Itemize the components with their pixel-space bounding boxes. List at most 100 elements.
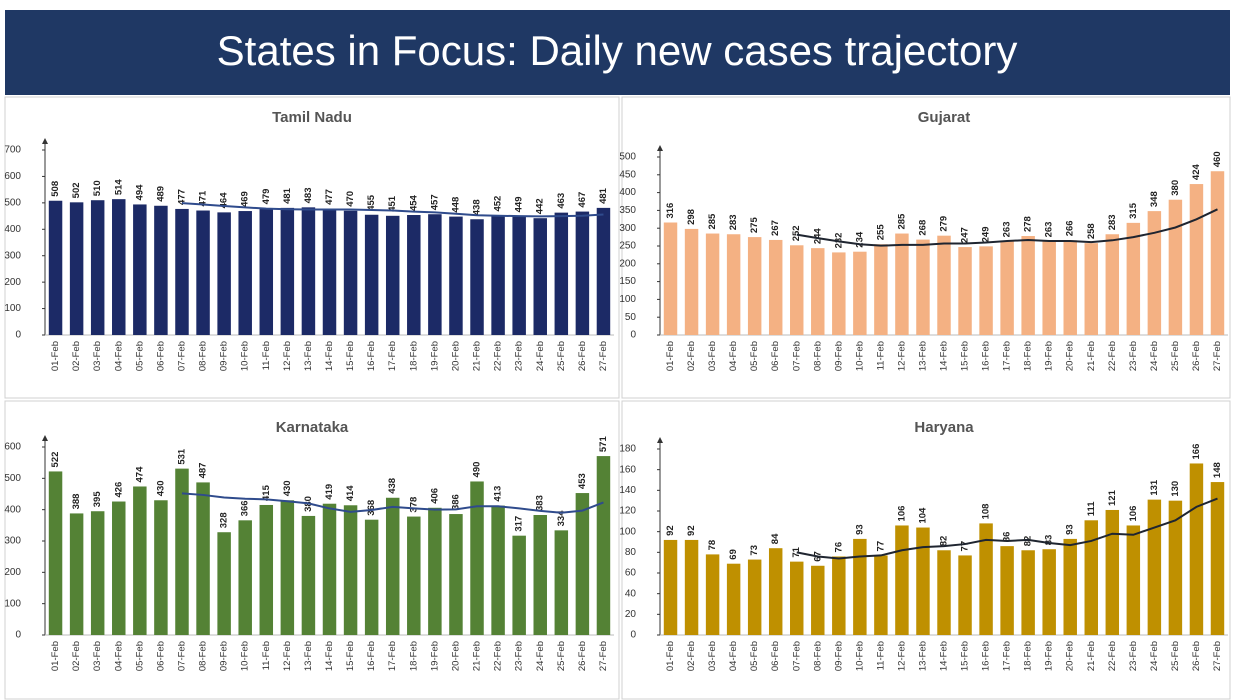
x-tick-label: 12-Feb bbox=[282, 641, 293, 671]
data-label: 471 bbox=[198, 190, 209, 207]
data-label: 424 bbox=[1191, 163, 1202, 180]
y-tick-label: 250 bbox=[619, 241, 636, 252]
chart-title: Haryana bbox=[914, 419, 974, 436]
bar bbox=[1105, 509, 1120, 635]
bar bbox=[853, 251, 867, 335]
x-tick-label: 13-Feb bbox=[917, 341, 928, 371]
panel bbox=[4, 400, 620, 700]
bar bbox=[428, 507, 442, 635]
bar bbox=[575, 211, 590, 335]
data-label: 348 bbox=[1149, 191, 1160, 207]
data-label: 283 bbox=[1107, 214, 1118, 230]
y-tick-label: 150 bbox=[619, 276, 636, 287]
bar bbox=[596, 207, 611, 335]
x-tick-label: 27-Feb bbox=[598, 341, 609, 371]
y-tick-label: 160 bbox=[619, 464, 636, 475]
x-tick-label: 22-Feb bbox=[493, 641, 504, 671]
slide-title: States in Focus: Daily new cases traject… bbox=[217, 27, 1018, 74]
x-tick-label: 18-Feb bbox=[408, 341, 419, 371]
data-label: 457 bbox=[429, 194, 440, 210]
data-label: 106 bbox=[1128, 506, 1139, 522]
data-label: 263 bbox=[1044, 222, 1055, 238]
data-label: 275 bbox=[749, 217, 760, 234]
bar bbox=[1147, 499, 1162, 635]
x-tick-label: 18-Feb bbox=[1023, 341, 1034, 371]
x-tick-label: 26-Feb bbox=[577, 341, 588, 371]
bar bbox=[343, 505, 358, 635]
x-tick-label: 20-Feb bbox=[450, 341, 461, 371]
bar bbox=[1210, 171, 1225, 335]
axis-arrow bbox=[42, 138, 48, 144]
bar bbox=[196, 482, 210, 635]
bar bbox=[1105, 234, 1120, 335]
bar bbox=[575, 493, 590, 635]
data-label: 82 bbox=[939, 536, 950, 547]
bar bbox=[259, 208, 274, 335]
x-tick-label: 09-Feb bbox=[833, 341, 844, 371]
bar bbox=[958, 247, 972, 335]
x-tick-label: 04-Feb bbox=[728, 341, 739, 371]
data-label: 388 bbox=[71, 494, 82, 510]
bar bbox=[90, 511, 105, 635]
x-tick-label: 19-Feb bbox=[1044, 641, 1055, 671]
x-tick-label: 16-Feb bbox=[981, 641, 992, 671]
bar bbox=[832, 556, 846, 635]
bar bbox=[259, 504, 274, 635]
x-tick-label: 11-Feb bbox=[261, 641, 272, 670]
bar bbox=[238, 211, 252, 335]
data-label: 267 bbox=[770, 220, 781, 236]
data-label: 130 bbox=[1170, 481, 1181, 497]
y-tick-label: 100 bbox=[619, 526, 636, 537]
bar bbox=[705, 554, 720, 635]
x-tick-label: 15-Feb bbox=[960, 341, 971, 371]
x-tick-label: 24-Feb bbox=[535, 641, 546, 671]
bar bbox=[895, 233, 909, 335]
x-tick-label: 17-Feb bbox=[1002, 341, 1013, 371]
bar bbox=[322, 503, 337, 635]
x-tick-label: 15-Feb bbox=[345, 641, 356, 671]
bar bbox=[154, 205, 168, 335]
x-tick-label: 12-Feb bbox=[282, 341, 293, 371]
chart-title: Gujarat bbox=[918, 109, 971, 126]
banner bbox=[5, 10, 1230, 95]
bar bbox=[385, 215, 400, 335]
data-label: 247 bbox=[960, 227, 971, 243]
bar bbox=[1126, 525, 1141, 635]
bar bbox=[684, 539, 699, 635]
bar bbox=[428, 214, 442, 335]
data-label: 487 bbox=[198, 463, 209, 479]
bar bbox=[1063, 240, 1077, 335]
x-tick-label: 01-Feb bbox=[50, 341, 61, 371]
x-tick-label: 07-Feb bbox=[791, 341, 802, 371]
y-tick-label: 180 bbox=[619, 444, 636, 455]
x-tick-label: 21-Feb bbox=[1086, 341, 1097, 371]
x-tick-label: 06-Feb bbox=[155, 641, 166, 671]
bar bbox=[596, 456, 611, 635]
x-tick-label: 01-Feb bbox=[50, 641, 61, 671]
x-tick-label: 11-Feb bbox=[261, 341, 272, 370]
bar bbox=[790, 245, 804, 335]
data-label: 298 bbox=[686, 209, 697, 225]
bar bbox=[747, 559, 762, 635]
y-tick-label: 200 bbox=[4, 567, 21, 578]
data-label: 454 bbox=[408, 194, 419, 211]
y-tick-label: 400 bbox=[4, 504, 21, 515]
data-label: 469 bbox=[240, 191, 251, 207]
data-label: 383 bbox=[535, 495, 546, 511]
x-tick-label: 14-Feb bbox=[939, 641, 950, 671]
data-label: 452 bbox=[493, 196, 504, 212]
data-label: 283 bbox=[728, 214, 739, 230]
x-tick-label: 24-Feb bbox=[535, 341, 546, 371]
data-label: 477 bbox=[176, 189, 187, 205]
x-tick-label: 18-Feb bbox=[408, 641, 419, 671]
y-tick-label: 500 bbox=[4, 473, 21, 484]
bar bbox=[470, 481, 484, 635]
y-tick-label: 80 bbox=[625, 547, 637, 558]
x-tick-label: 27-Feb bbox=[598, 641, 609, 671]
bar bbox=[1084, 520, 1098, 635]
x-tick-label: 24-Feb bbox=[1149, 341, 1160, 371]
bar bbox=[663, 222, 678, 335]
x-tick-label: 25-Feb bbox=[556, 341, 567, 371]
bar bbox=[958, 555, 972, 635]
x-tick-label: 25-Feb bbox=[1170, 341, 1181, 371]
